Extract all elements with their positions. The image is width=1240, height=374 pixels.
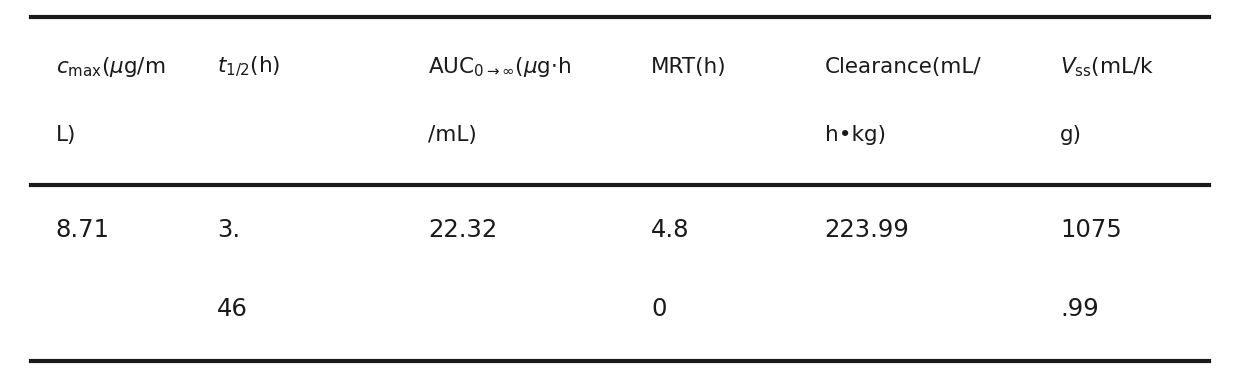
Text: 223.99: 223.99 <box>825 218 909 242</box>
Text: /mL): /mL) <box>428 125 476 145</box>
Text: 8.71: 8.71 <box>56 218 110 242</box>
Text: .99: .99 <box>1060 297 1099 321</box>
Text: $t_{1/2}$(h): $t_{1/2}$(h) <box>217 55 280 79</box>
Text: h•kg): h•kg) <box>825 125 885 145</box>
Text: MRT(h): MRT(h) <box>651 57 727 77</box>
Text: ${\rm AUC}_{0\rightarrow\infty}$($\mu$g$\cdot$h: ${\rm AUC}_{0\rightarrow\infty}$($\mu$g$… <box>428 55 572 79</box>
Text: Clearance(mL/: Clearance(mL/ <box>825 57 981 77</box>
Text: $c_{\rm max}$($\mu$g/m: $c_{\rm max}$($\mu$g/m <box>56 55 165 79</box>
Text: L): L) <box>56 125 76 145</box>
Text: 22.32: 22.32 <box>428 218 497 242</box>
Text: 1075: 1075 <box>1060 218 1122 242</box>
Text: 0: 0 <box>651 297 667 321</box>
Text: $V_{\rm ss}$(mL/k: $V_{\rm ss}$(mL/k <box>1060 55 1154 79</box>
Text: 4.8: 4.8 <box>651 218 689 242</box>
Text: 46: 46 <box>217 297 248 321</box>
Text: g): g) <box>1060 125 1083 145</box>
Text: 3.: 3. <box>217 218 241 242</box>
